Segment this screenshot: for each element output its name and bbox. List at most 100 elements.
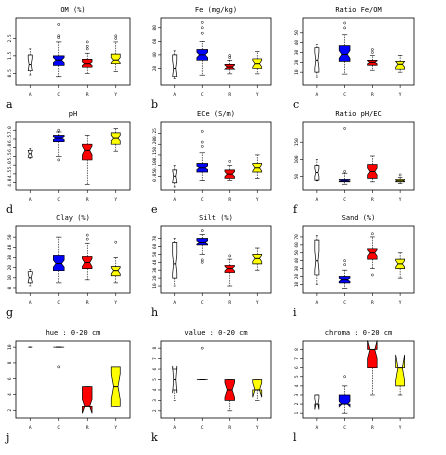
y-tick-label: 6.0	[7, 143, 13, 151]
y-tick-label: 2	[294, 402, 300, 405]
plot-frame	[302, 17, 415, 86]
x-tick-label: A	[173, 425, 176, 431]
y-tick-label: 6	[294, 366, 300, 369]
x-tick-label: Y	[114, 197, 117, 203]
plot-frame	[15, 121, 131, 191]
panel-title: ECe (S/m)	[197, 110, 235, 118]
x-tick-label: C	[201, 300, 204, 306]
box-c	[338, 259, 351, 289]
x-tick-label: R	[86, 425, 89, 431]
panel-c: Ratio Fe/OM c 10 20 30 40 50 A C R Y	[293, 6, 415, 111]
panel-title: OM (%)	[60, 6, 85, 14]
x-tick-label: C	[201, 197, 204, 203]
plot-frame	[160, 225, 272, 294]
box-a	[314, 159, 320, 182]
panel-letter: g	[6, 306, 13, 319]
panel-k: value : 0-20 cm k 2 3 4 5 6 7 8 A C R Y	[151, 329, 272, 444]
y-tick-label: 40	[294, 258, 300, 264]
box-c	[52, 236, 65, 284]
panel-title: Clay (%)	[56, 214, 90, 222]
x-tick-label: R	[86, 92, 89, 98]
notched-box	[314, 239, 320, 276]
box-a	[27, 48, 33, 76]
outlier-point	[343, 21, 346, 25]
box-c	[338, 21, 351, 75]
y-tick-label: 150	[294, 138, 300, 146]
notched-box	[196, 238, 208, 246]
notched-box	[27, 54, 33, 72]
x-tick-label: Y	[114, 300, 117, 306]
x-tick-label: Y	[399, 197, 402, 203]
y-tick-label: 8	[152, 347, 158, 350]
x-tick-label: C	[343, 92, 346, 98]
panel-b: Fe (mg/kg) b 20 40 60 80 A C R Y	[151, 6, 272, 111]
y-tick-label: 30	[152, 267, 158, 273]
notched-box	[367, 340, 378, 369]
panel-letter: j	[4, 431, 9, 444]
box-y	[252, 379, 263, 401]
panel-d: pH d 4.04.55.05.56.06.57.0 A C R Y	[6, 110, 131, 216]
y-tick-label: 0.20	[152, 139, 158, 150]
y-tick-label: 7	[294, 357, 300, 360]
outlier-point	[57, 128, 61, 132]
x-tick-label: R	[228, 300, 231, 306]
box-y	[110, 34, 121, 72]
y-tick-label: 60	[152, 243, 158, 249]
y-tick-label: 40	[152, 259, 158, 265]
outlier-point	[57, 36, 61, 39]
y-tick-label: 7	[152, 357, 158, 360]
x-tick-label: Y	[256, 300, 259, 306]
y-tick-label: 50	[7, 234, 13, 240]
y-tick-label: 60	[152, 38, 158, 44]
x-tick-label: R	[228, 92, 231, 98]
y-tick-label: 60	[294, 242, 300, 248]
panel-j: hue : 0-20 cm j 2 4 6 8 10 A C R Y	[4, 329, 131, 444]
y-tick-label: 50	[152, 251, 158, 257]
outlier-point	[200, 130, 204, 133]
box-c	[196, 346, 208, 380]
y-tick-label: 8	[7, 361, 13, 364]
box-a	[172, 238, 178, 287]
y-tick-label: 0	[7, 286, 13, 289]
x-tick-label: Y	[256, 197, 259, 203]
y-tick-label: 50	[294, 250, 300, 256]
y-tick-label: 5	[152, 378, 158, 381]
plot-frame	[302, 121, 415, 191]
plot-frame	[160, 17, 272, 86]
x-tick-label: Y	[399, 425, 402, 431]
y-tick-label: 10	[7, 275, 13, 281]
box-a	[314, 394, 320, 410]
plot-frame	[160, 121, 272, 191]
outlier-point	[200, 229, 204, 232]
outlier-point	[57, 23, 61, 26]
box-r	[224, 159, 235, 181]
box-c	[53, 346, 65, 369]
y-tick-label: 0.15	[152, 149, 158, 160]
x-tick-label: A	[173, 92, 176, 98]
box-a	[27, 148, 33, 159]
panel-letter: d	[6, 203, 13, 216]
box-y	[252, 154, 263, 179]
y-tick-label: 2.5	[7, 34, 13, 42]
notched-box	[395, 354, 405, 387]
y-tick-label: 4.5	[7, 170, 13, 178]
x-tick-label: A	[316, 197, 319, 203]
box-r	[82, 135, 93, 185]
outlier-point	[228, 159, 232, 163]
outlier-point	[85, 40, 89, 44]
outlier-point	[200, 260, 204, 264]
x-tick-label: R	[86, 300, 89, 306]
y-tick-label: 7.0	[7, 126, 13, 134]
x-tick-label: Y	[114, 92, 117, 98]
outlier-point	[57, 365, 61, 369]
outlier-point	[85, 44, 89, 48]
x-tick-label: A	[316, 425, 319, 431]
outlier-point	[200, 140, 204, 144]
outlier-point	[85, 233, 89, 237]
x-tick-label: A	[29, 425, 32, 431]
panel-letter: f	[293, 203, 298, 216]
panel-a: OM (%) a 0.5 1.5 2.5 A C R Y	[6, 6, 131, 111]
box-a	[172, 50, 178, 79]
